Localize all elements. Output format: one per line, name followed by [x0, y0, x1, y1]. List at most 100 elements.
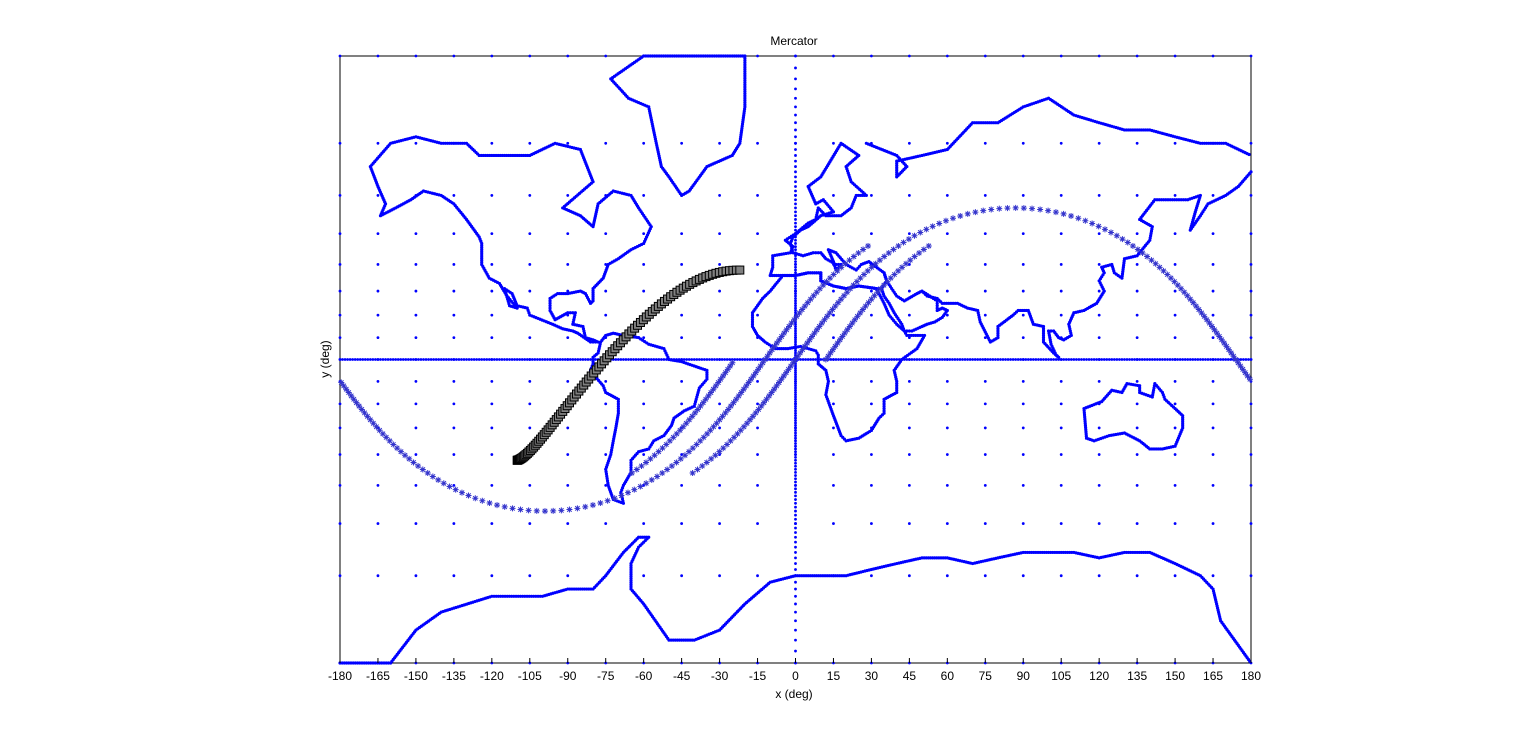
coast-dot [512, 594, 516, 598]
coast-dot [490, 594, 494, 598]
meridian-dot [794, 494, 797, 498]
coast-dot [686, 54, 690, 58]
track-point [895, 267, 902, 274]
track-point [680, 423, 687, 430]
track-point [1174, 282, 1181, 289]
grid-dot [1097, 289, 1101, 293]
coast-dot [723, 54, 728, 58]
grid-dot [870, 522, 873, 525]
track-point [689, 470, 696, 477]
equator-dot [778, 358, 782, 361]
track-point [1218, 336, 1225, 343]
meridian-dot [794, 180, 797, 184]
coast-dot [510, 594, 514, 598]
track-point [783, 369, 790, 376]
equator-dot [573, 358, 577, 361]
track-point [733, 396, 740, 403]
equator-dot [427, 358, 430, 361]
track-point [830, 271, 837, 278]
equator-dot [768, 358, 772, 361]
meridian-dot [794, 292, 797, 295]
coast-dot [538, 594, 542, 598]
coast-dot [499, 594, 503, 598]
track-point [861, 271, 868, 278]
meridian-dot [794, 562, 797, 565]
track-point [911, 232, 918, 239]
equator-dot [1087, 358, 1091, 361]
y-axis-label: y (deg) [318, 340, 332, 377]
grid-dot [490, 232, 494, 235]
equator-dot [538, 358, 542, 361]
track-point [771, 386, 778, 393]
meridian-dot [794, 404, 797, 408]
meridian-dot [794, 185, 797, 188]
coast-dot [708, 54, 712, 58]
grid-dot [983, 336, 987, 340]
grid-dot [1021, 194, 1025, 197]
track-point [1139, 249, 1146, 256]
track-point [666, 437, 673, 444]
grid-dot [756, 54, 759, 58]
track-point [458, 489, 465, 496]
meridian-dot [794, 202, 797, 206]
coast-dot [771, 256, 775, 260]
grid-dot [718, 263, 721, 266]
grid-dot [756, 141, 759, 145]
equator-dot [1024, 358, 1028, 361]
track-point [734, 430, 741, 437]
grid-dot [528, 402, 532, 406]
equator-dot [935, 358, 939, 361]
grid-dot [490, 336, 494, 340]
grid-dot [718, 522, 721, 525]
coast-dot [905, 329, 909, 333]
grid-dot [1059, 263, 1063, 266]
track-point [1246, 376, 1253, 383]
grid-dot [1059, 379, 1063, 383]
grid-dot [756, 232, 759, 235]
meridian-dot [794, 311, 797, 315]
track-point [343, 386, 350, 393]
grid-dot [1173, 141, 1177, 145]
grid-dot [1059, 54, 1063, 58]
grid-dot [756, 574, 759, 578]
equator-dot [472, 358, 476, 361]
meridian-dot [794, 434, 797, 437]
meridian-dot [794, 444, 797, 448]
track-point [746, 416, 753, 423]
equator-dot [482, 358, 486, 361]
meridian-dot [794, 248, 797, 252]
equator-dot [338, 358, 342, 361]
track-point [1187, 296, 1194, 303]
equator-dot [988, 358, 992, 361]
track-point [717, 376, 724, 383]
track-point [871, 292, 878, 299]
meridian-dot [794, 458, 797, 462]
grid-dot [604, 54, 608, 58]
coast-dot [362, 661, 366, 665]
equator-dot [649, 358, 653, 361]
equator-dot [442, 358, 446, 361]
meridian-dot [794, 540, 797, 544]
grid-dot [870, 574, 873, 578]
meridian-dot [794, 235, 797, 239]
meridian-dot [794, 594, 797, 598]
equator-dot [361, 358, 365, 361]
meridian-dot [794, 407, 797, 410]
meridian-dot [794, 450, 797, 454]
equator-dot [973, 358, 977, 361]
meridian-dot [794, 368, 797, 372]
coast-dot [675, 54, 679, 58]
x-tick-label: 15 [827, 669, 841, 683]
track-point [818, 320, 825, 327]
coast-dot [743, 76, 747, 80]
coast-dot [771, 261, 775, 265]
coast-dot [895, 164, 899, 168]
track-point [1052, 209, 1059, 216]
grid-dot [1021, 574, 1025, 578]
meridian-dot [794, 214, 797, 218]
track-point [1190, 299, 1197, 306]
grid-dot [1173, 574, 1177, 578]
equator-dot [1143, 358, 1147, 361]
track-point [727, 363, 734, 370]
grid-dot [718, 194, 721, 197]
